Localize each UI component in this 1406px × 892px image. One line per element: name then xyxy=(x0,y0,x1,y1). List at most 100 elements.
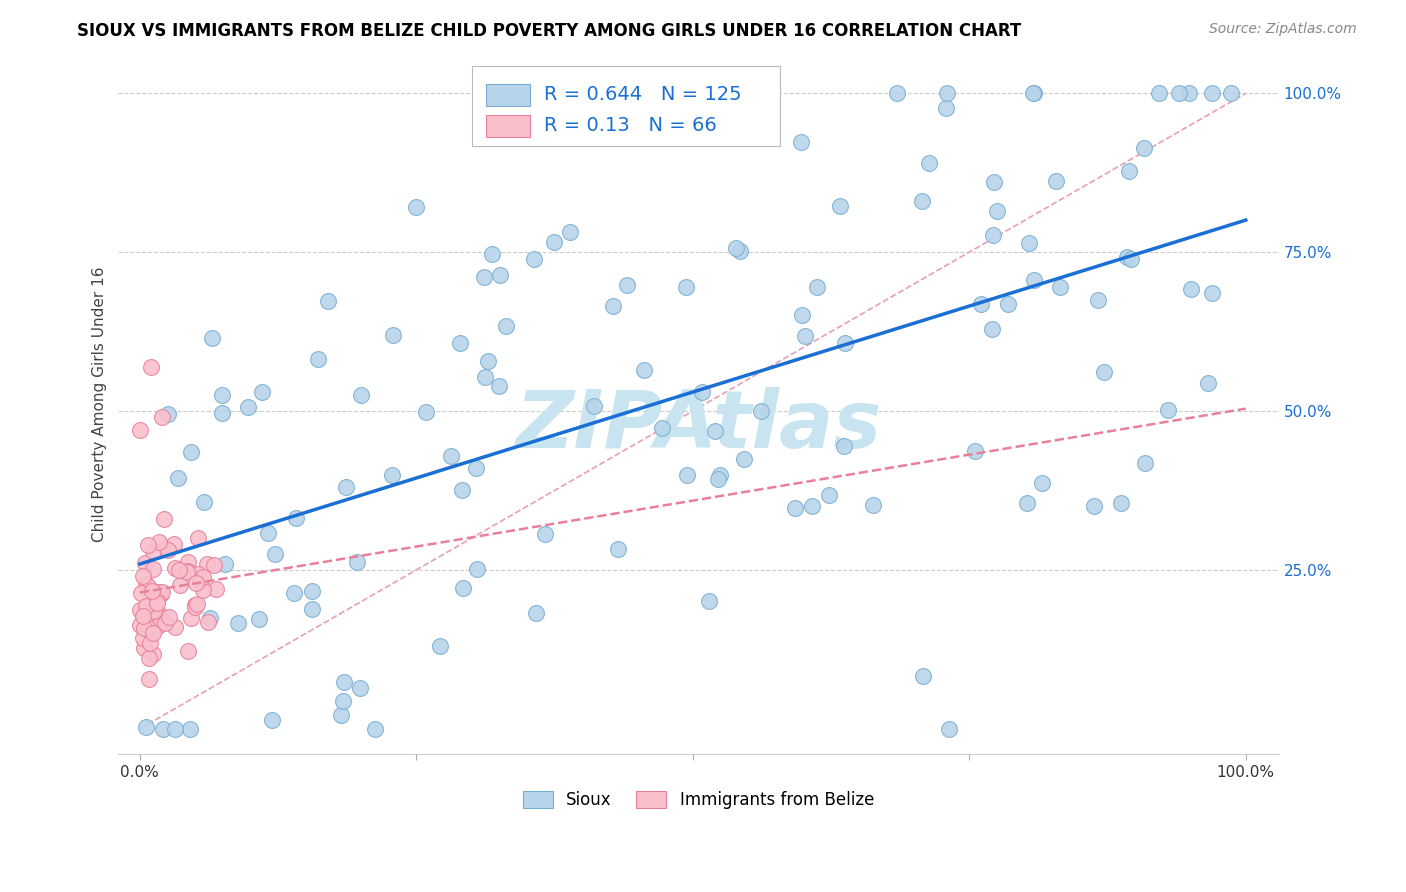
Point xyxy=(983,175,1005,189)
Point xyxy=(917,156,939,170)
Point xyxy=(177,564,200,578)
Point xyxy=(911,669,934,683)
Point xyxy=(1167,87,1189,101)
Text: ZIPAtlas: ZIPAtlas xyxy=(515,386,882,465)
Point xyxy=(211,387,233,401)
Point xyxy=(1109,496,1132,510)
Point xyxy=(307,351,329,366)
Point xyxy=(165,561,187,575)
Point xyxy=(523,252,546,266)
Point xyxy=(247,612,270,626)
Point xyxy=(709,468,731,483)
Point xyxy=(749,404,772,418)
Point xyxy=(1180,282,1202,296)
Point xyxy=(193,495,215,509)
Point xyxy=(1201,285,1223,300)
Point xyxy=(1022,87,1045,101)
Point xyxy=(142,603,165,617)
Point xyxy=(150,410,173,425)
Point xyxy=(986,204,1008,219)
Point xyxy=(333,674,356,689)
Point xyxy=(415,405,437,419)
Point xyxy=(524,606,547,620)
Point xyxy=(257,525,280,540)
Point xyxy=(981,322,1004,336)
Point xyxy=(465,562,488,576)
Point xyxy=(179,611,201,625)
Point xyxy=(1045,173,1067,187)
Point xyxy=(697,594,720,608)
Point xyxy=(263,547,285,561)
Point xyxy=(179,722,201,736)
Text: R = 0.644   N = 125: R = 0.644 N = 125 xyxy=(544,86,741,104)
Point xyxy=(134,621,156,635)
Point xyxy=(128,603,150,617)
Point xyxy=(886,87,908,101)
Point xyxy=(318,294,340,309)
Point xyxy=(146,594,169,608)
Point xyxy=(262,713,284,727)
Point xyxy=(131,586,153,600)
Point xyxy=(602,300,624,314)
Point xyxy=(177,555,200,569)
Point xyxy=(910,194,932,208)
Point xyxy=(1220,87,1243,101)
Point xyxy=(793,329,815,343)
Y-axis label: Child Poverty Among Girls Under 16: Child Poverty Among Girls Under 16 xyxy=(93,267,107,542)
Point xyxy=(488,379,510,393)
Point xyxy=(1022,273,1045,287)
Point xyxy=(472,270,495,285)
Point xyxy=(704,424,727,438)
Point xyxy=(332,693,354,707)
Point xyxy=(1149,87,1171,101)
Point xyxy=(488,268,510,282)
Point xyxy=(155,541,177,555)
Point xyxy=(477,354,499,368)
Point xyxy=(157,610,180,624)
Point xyxy=(177,644,200,658)
Point xyxy=(301,602,323,616)
Point xyxy=(1092,365,1115,379)
Point xyxy=(1087,293,1109,307)
Point xyxy=(142,648,165,662)
Point xyxy=(970,297,993,311)
Point xyxy=(451,581,474,595)
Point xyxy=(449,335,471,350)
Point xyxy=(204,558,226,572)
Point xyxy=(832,439,855,453)
Point xyxy=(142,544,165,558)
Point xyxy=(132,641,155,656)
Point xyxy=(193,582,215,597)
Point xyxy=(183,599,205,614)
Point xyxy=(1031,476,1053,491)
Point xyxy=(350,388,373,402)
Point xyxy=(186,575,208,590)
Point xyxy=(197,615,219,629)
Point xyxy=(465,461,488,475)
Point xyxy=(150,585,173,599)
Text: Source: ZipAtlas.com: Source: ZipAtlas.com xyxy=(1209,22,1357,37)
Point xyxy=(250,384,273,399)
Point xyxy=(176,566,198,580)
Point xyxy=(818,488,841,502)
Point xyxy=(149,608,172,623)
Point xyxy=(381,327,404,342)
Point xyxy=(429,639,451,653)
Point xyxy=(283,585,305,599)
Point xyxy=(1018,236,1040,251)
Point xyxy=(346,555,368,569)
Point xyxy=(145,596,167,610)
Point xyxy=(830,199,852,213)
Point xyxy=(188,574,211,588)
Point xyxy=(301,584,323,599)
Point xyxy=(1132,141,1154,155)
Point xyxy=(135,577,157,591)
Point xyxy=(1049,280,1071,294)
Point xyxy=(707,472,730,486)
Point xyxy=(606,542,628,557)
Point xyxy=(136,579,159,593)
Point xyxy=(201,331,224,345)
Point xyxy=(142,626,165,640)
Point xyxy=(800,500,823,514)
Point xyxy=(183,599,205,613)
